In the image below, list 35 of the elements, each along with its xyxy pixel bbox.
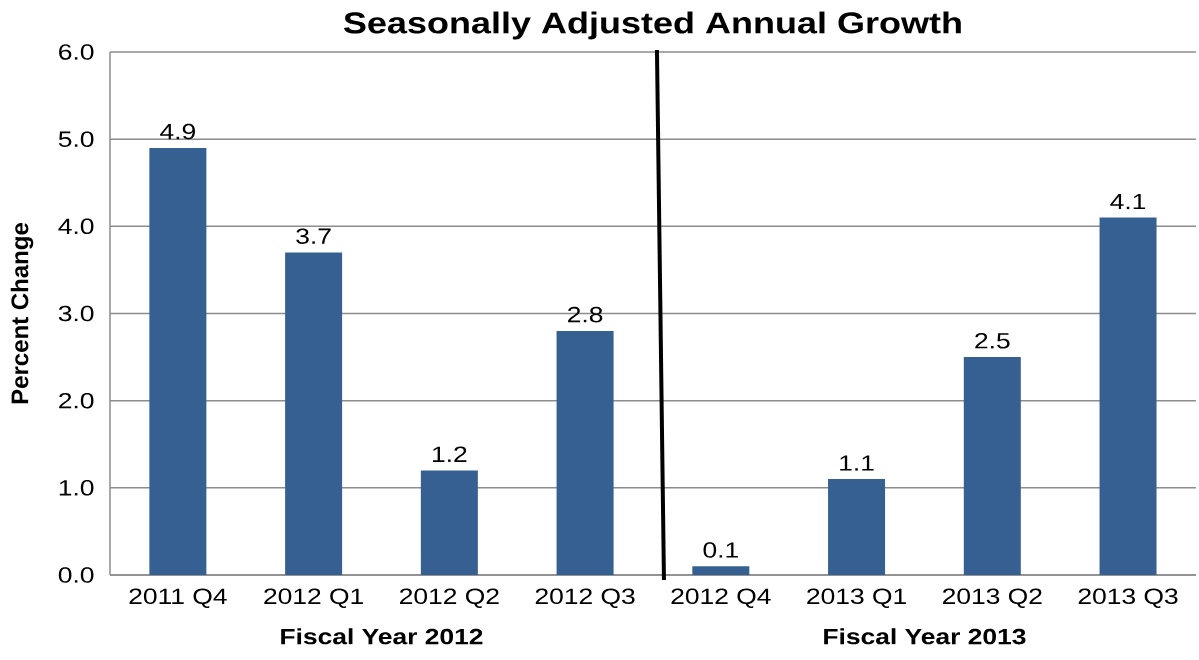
- y-tick-label: 6.0: [59, 44, 94, 60]
- text: Fiscal Year 2013: [824, 628, 1026, 645]
- x-tick-label: 2013 Q2: [942, 588, 1042, 609]
- bar: [556, 330, 614, 575]
- x-tick-label: 2013 Q1: [807, 588, 906, 609]
- x-tick-label: 2012 Q3: [535, 588, 635, 609]
- x-tick-label: 2012 Q2: [400, 588, 499, 609]
- y-tick-label: 3.0: [58, 305, 94, 322]
- chart-title: Seasonally Adjusted Annual Growth: [343, 11, 961, 40]
- x-tick-label: 2011 Q4: [129, 588, 227, 609]
- data-label: 3.7: [296, 228, 331, 244]
- x-tick-label: 2012 Q4: [671, 588, 771, 609]
- data-label: 2.5: [975, 332, 1010, 349]
- data-label: 1.1: [840, 455, 874, 471]
- y-axis-title: Percent Change: [10, 222, 34, 404]
- y-tick-label: 5.0: [58, 131, 94, 147]
- bar: [285, 252, 343, 575]
- bar: [420, 470, 478, 575]
- text: Fiscal Year 2012: [281, 628, 483, 645]
- data-label: 4.1: [1110, 193, 1146, 210]
- y-tick-label: 1.0: [59, 480, 94, 496]
- y-tick-label: 2.0: [59, 392, 94, 409]
- bar: [1099, 217, 1157, 575]
- data-label: 0.1: [703, 542, 738, 558]
- data-label: 2.8: [568, 306, 603, 323]
- bar: [692, 566, 750, 575]
- x-tick-label: 2012 Q1: [264, 588, 363, 609]
- bar: [149, 147, 207, 575]
- data-label: 1.2: [433, 446, 467, 462]
- x-tick-label: 2013 Q3: [1078, 588, 1178, 609]
- y-tick-label: 0.0: [58, 567, 94, 583]
- bar: [963, 357, 1021, 575]
- data-label: 4.9: [160, 123, 195, 140]
- y-tick-label: 4.0: [58, 218, 94, 235]
- bar: [828, 479, 886, 575]
